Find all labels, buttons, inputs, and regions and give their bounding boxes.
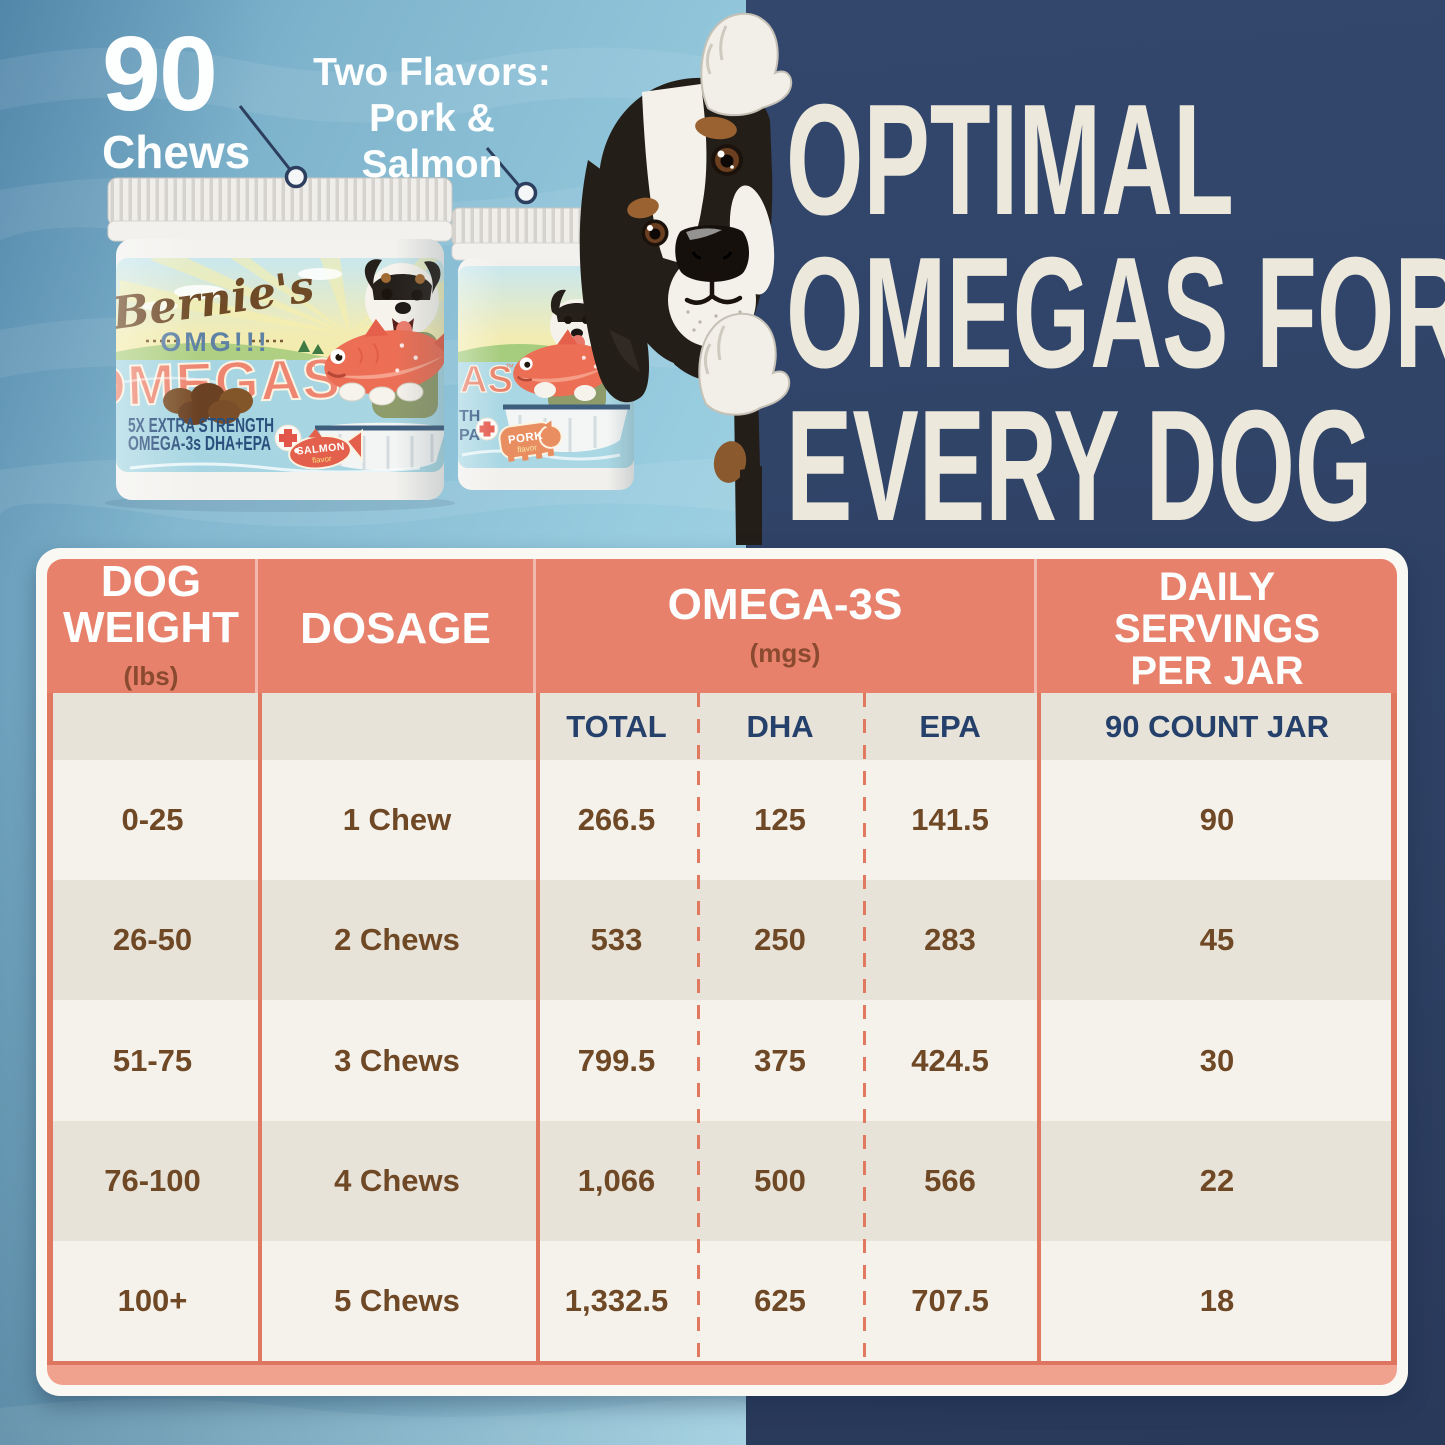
product-jar-front: Bernie's OMG!!! OMEGAS ™ 5X EXTRA STRENG… bbox=[105, 177, 455, 512]
subheader-dha: DHA bbox=[746, 708, 814, 744]
dog-eye bbox=[711, 144, 743, 176]
header-dosage: DOSAGE bbox=[258, 559, 536, 699]
peeking-dog-illustration bbox=[579, 12, 793, 545]
chew-count-callout: 90 Chews bbox=[102, 15, 251, 179]
dosage-table: DOG WEIGHT (lbs) DOSAGE OMEGA-3S (mgs) D… bbox=[36, 548, 1408, 1396]
table-body: 0-25 1 Chew 266.5 125 141.5 90 26-50 2 C… bbox=[47, 760, 1397, 1362]
chew-count-label: Chews bbox=[102, 125, 251, 178]
callout-dot bbox=[284, 165, 308, 189]
headline: OPTIMAL OMEGAS FOR EVERY DOG bbox=[786, 72, 1445, 554]
table-row: 26-50 2 Chews 533 250 283 45 bbox=[47, 880, 1397, 1001]
table-row: 51-75 3 Chews 799.5 375 424.5 30 bbox=[47, 1000, 1397, 1121]
subheader-90-count: 90 COUNT JAR bbox=[1105, 708, 1329, 744]
header-daily-servings: DAILY SERVINGS PER JAR bbox=[1114, 565, 1321, 693]
dog-paw-bottom bbox=[698, 312, 791, 416]
dog-eye bbox=[641, 219, 669, 247]
dog-paw-top bbox=[700, 12, 793, 117]
header-omega3s: OMEGA-3S (mgs) bbox=[536, 559, 1038, 699]
header-dog-weight: DOG WEIGHT (lbs) bbox=[47, 559, 258, 699]
headline-line-1: OPTIMAL bbox=[786, 72, 1234, 248]
flavors-line-2: Pork & Salmon bbox=[361, 97, 503, 186]
product-jars-illustration: AS ™ TH PA bbox=[105, 177, 639, 512]
flavors-callout: Two Flavors: Pork & Salmon bbox=[296, 50, 568, 188]
headline-line-3: EVERY DOG bbox=[786, 378, 1373, 554]
table-row: 0-25 1 Chew 266.5 125 141.5 90 bbox=[47, 760, 1397, 881]
table-row: 76-100 4 Chews 1,066 500 566 22 bbox=[47, 1120, 1397, 1241]
headline-line-2: OMEGAS FOR bbox=[786, 225, 1445, 401]
subheader-total: TOTAL bbox=[566, 708, 667, 744]
callout-dot bbox=[514, 181, 538, 205]
flavors-line-1: Two Flavors: bbox=[313, 51, 551, 94]
table-subheader-row: TOTAL DHA EPA 90 COUNT JAR bbox=[47, 693, 1397, 760]
subheader-epa: EPA bbox=[919, 708, 981, 744]
table-row: 100+ 5 Chews 1,332.5 625 707.5 18 bbox=[47, 1240, 1397, 1362]
callout-lines bbox=[238, 105, 538, 205]
header-omega-unit: (mgs) bbox=[749, 638, 821, 668]
chew-count-value: 90 bbox=[102, 15, 218, 133]
table-header-row: DOG WEIGHT (lbs) DOSAGE OMEGA-3S (mgs) D… bbox=[47, 559, 1397, 699]
header-weight-unit: (lbs) bbox=[123, 661, 179, 691]
table-bottom-band bbox=[47, 1361, 1397, 1385]
